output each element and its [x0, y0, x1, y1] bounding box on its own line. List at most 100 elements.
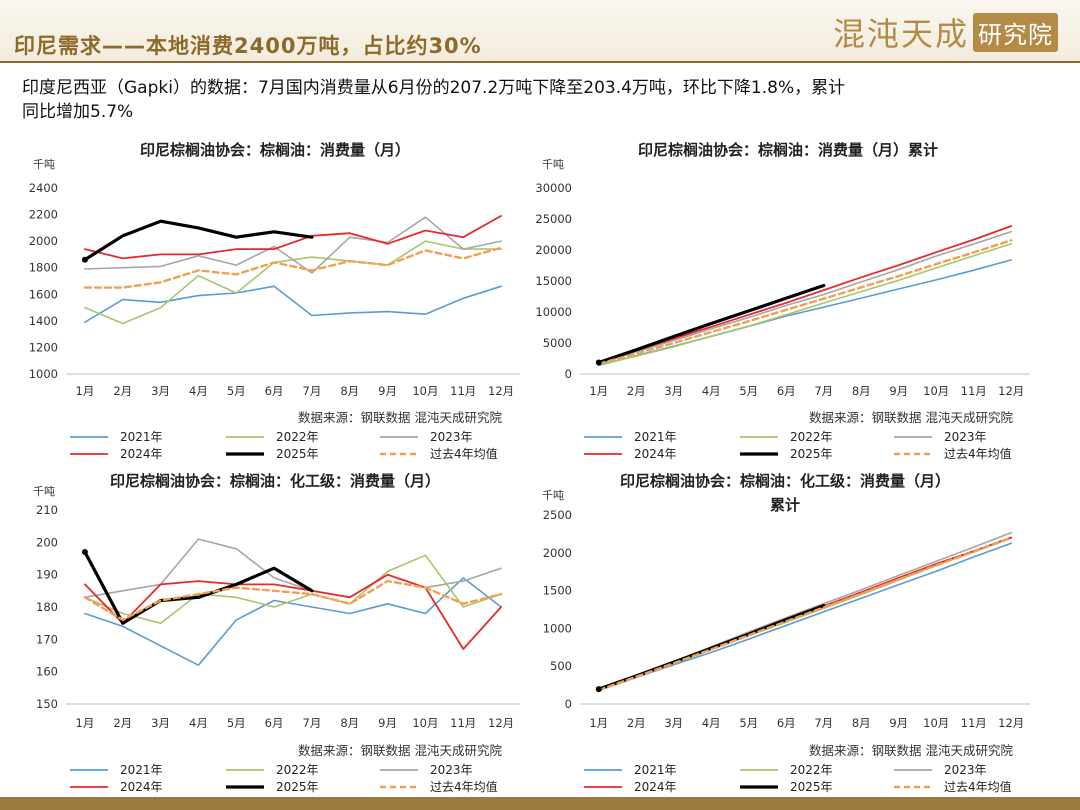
x-tick-label: 5月: [227, 716, 246, 730]
series-line-2022: [597, 243, 1013, 366]
x-tick-label: 9月: [378, 384, 397, 398]
y-tick-label: 210: [36, 503, 58, 517]
x-tick-label: 1月: [76, 716, 95, 730]
y-tick-label: 2500: [543, 508, 572, 522]
x-tick-label: 12月: [488, 384, 514, 398]
y-tick-label: 2000: [543, 546, 572, 560]
x-tick-label: 8月: [852, 716, 871, 730]
series-line-2023: [597, 230, 1013, 364]
x-tick-label: 4月: [702, 384, 721, 398]
y-tick-label: 2000: [29, 234, 58, 248]
legend-label-2025: 2025年: [790, 780, 833, 794]
y-tick-label: 180: [36, 600, 58, 614]
y-axis-unit: 千吨: [33, 158, 55, 171]
series-line-avg4y: [83, 579, 503, 622]
series-line-2024: [597, 225, 1013, 363]
summary-text: 印度尼西亚（Gapki）的数据：7月国内消费量从6月份的207.2万吨下降至20…: [22, 76, 1022, 124]
logo-main-text: 混沌天成: [832, 15, 969, 53]
x-tick-label: 2月: [113, 384, 132, 398]
legend-label-2021: 2021年: [120, 763, 163, 777]
legend-label-avg4y: 过去4年均值: [944, 779, 1012, 794]
y-axis-unit: 千吨: [542, 158, 564, 171]
legend-label-2024: 2024年: [120, 447, 163, 461]
legend-label-2021: 2021年: [634, 763, 677, 777]
x-tick-label: 4月: [189, 716, 208, 730]
y-tick-label: 1500: [543, 584, 572, 598]
x-tick-label: 7月: [814, 716, 833, 730]
x-tick-label: 11月: [450, 716, 476, 730]
x-tick-label: 6月: [777, 716, 796, 730]
y-axis-unit: 千吨: [542, 489, 564, 502]
y-tick-label: 30000: [535, 181, 572, 195]
series-point-2025-start: [81, 256, 88, 263]
series-point-2025-start: [595, 359, 602, 366]
x-tick-label: 8月: [340, 716, 359, 730]
series-point-2025-start: [595, 686, 602, 693]
series-line-2023: [84, 216, 502, 274]
summary-line-2: 同比增加5.7%: [22, 102, 134, 122]
legend-label-2025: 2025年: [276, 447, 319, 461]
chart-title: 印尼棕榈油协会：棕榈油：化工级：消费量（月）: [620, 472, 950, 490]
legend-label-2023: 2023年: [430, 763, 473, 777]
y-tick-label: 170: [36, 632, 58, 646]
y-tick-label: 1800: [29, 261, 58, 275]
y-tick-label: 1000: [29, 367, 58, 381]
x-tick-label: 12月: [998, 384, 1024, 398]
y-tick-label: 5000: [543, 336, 572, 350]
y-tick-label: 25000: [535, 212, 572, 226]
x-tick-label: 9月: [378, 716, 397, 730]
x-tick-label: 5月: [739, 384, 758, 398]
chart-chemical-monthly-consumption: 印尼棕榈油协会：棕榈油：化工级：消费量（月） 千吨 150 160 170 180 190 2…: [33, 472, 520, 794]
x-tick-label: 4月: [189, 384, 208, 398]
legend-label-avg4y: 过去4年均值: [944, 446, 1012, 461]
x-tick-label: 3月: [151, 716, 170, 730]
chart-monthly-consumption: 印尼棕榈油协会：棕榈油：消费量（月） 千吨 1000 1200 1400 1600 1800…: [29, 141, 520, 461]
chart-title-line-2: 累计: [770, 496, 800, 514]
legend-label-2022: 2022年: [276, 430, 319, 444]
legend-label-2022: 2022年: [790, 763, 833, 777]
x-tick-label: 3月: [664, 384, 683, 398]
legend-label-avg4y: 过去4年均值: [430, 446, 498, 461]
series-line-2021: [597, 542, 1013, 692]
chart-source: 数据来源：钢联数据 混沌天成研究院: [298, 743, 502, 758]
y-tick-label: 0: [565, 697, 572, 711]
x-tick-label: 12月: [998, 716, 1024, 730]
y-tick-label: 2200: [29, 208, 58, 222]
x-tick-label: 7月: [814, 384, 833, 398]
x-tick-label: 1月: [76, 384, 95, 398]
logo: 混沌天成 研究院: [833, 10, 1058, 54]
legend-label-2023: 2023年: [944, 763, 987, 777]
x-tick-label: 1月: [589, 384, 608, 398]
x-tick-label: 11月: [961, 716, 987, 730]
x-tick-label: 2月: [627, 716, 646, 730]
chart-title: 印尼棕榈油协会：棕榈油：化工级：消费量（月）: [110, 472, 440, 490]
series-line-2025: [83, 550, 314, 625]
x-tick-label: 9月: [889, 384, 908, 398]
series-line-2022: [84, 554, 502, 624]
summary-line-1: 印度尼西亚（Gapki）的数据：7月国内消费量从6月份的207.2万吨下降至20…: [22, 78, 846, 98]
y-tick-label: 0: [565, 367, 572, 381]
series-line-avg4y: [597, 536, 1013, 692]
x-tick-label: 10月: [412, 384, 438, 398]
y-tick-label: 1400: [29, 314, 58, 328]
y-tick-label: 1200: [29, 340, 58, 354]
series-line-2021: [84, 285, 502, 323]
y-axis-unit: 千吨: [33, 485, 55, 498]
y-tick-label: 200: [36, 535, 58, 549]
x-tick-label: 11月: [961, 384, 987, 398]
legend-label-2025: 2025年: [276, 780, 319, 794]
legend-label-avg4y: 过去4年均值: [430, 779, 498, 794]
legend-label-2024: 2024年: [634, 447, 677, 461]
chart-source: 数据来源：钢联数据 混沌天成研究院: [298, 410, 502, 425]
chart-title: 印尼棕榈油协会：棕榈油：消费量（月）: [140, 141, 410, 159]
x-tick-label: 7月: [303, 716, 322, 730]
y-tick-label: 150: [36, 697, 58, 711]
y-tick-label: 20000: [535, 243, 572, 257]
page-title: 印尼需求——本地消费2400万吨，占比约30%: [14, 34, 482, 58]
legend-label-2023: 2023年: [430, 430, 473, 444]
x-tick-label: 2月: [627, 384, 646, 398]
x-tick-label: 6月: [777, 384, 796, 398]
chart-source: 数据来源：钢联数据 混沌天成研究院: [809, 410, 1013, 425]
y-tick-label: 1000: [543, 621, 572, 635]
